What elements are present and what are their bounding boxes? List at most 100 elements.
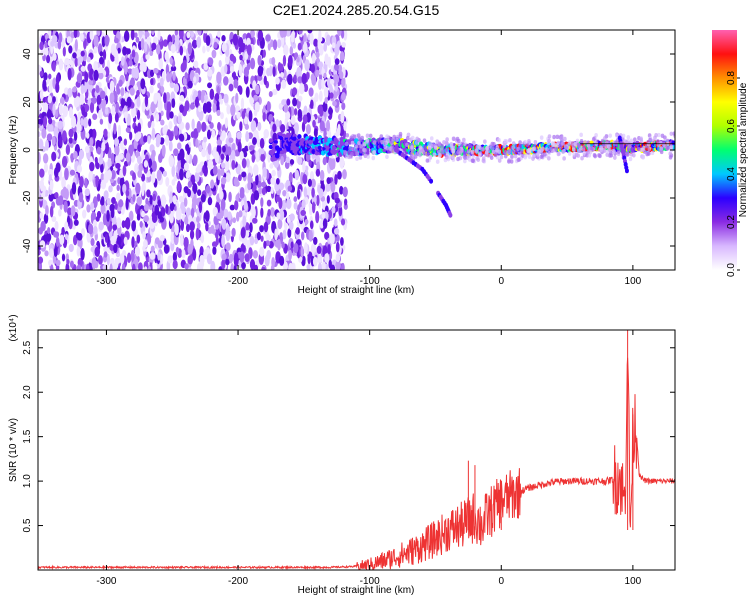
spectrogram-cell [510,154,514,159]
spectrogram-cell [119,253,125,265]
spectrogram-cell [626,146,631,152]
spectrogram-cell [297,156,303,165]
spectrogram-cell [230,104,236,117]
spectrogram-cell [179,104,184,113]
spectrogram-cell [120,87,125,97]
spectrogram-cell [624,152,629,157]
spectrogram-cell [221,130,227,139]
spectrogram-cell [51,215,57,222]
spectrogram-cell [137,170,143,178]
y-tick-label: 1.0 [22,474,33,488]
spectrogram-cell [293,242,299,254]
spectrogram-cell [112,48,119,58]
spectrogram-cell [74,57,79,68]
spectrogram-cell [428,154,433,160]
spectrogram-cell [547,156,551,161]
spectrogram-cell [317,254,323,264]
spectrogram-cell [138,30,143,39]
spectrogram-cell [216,212,222,220]
spectrogram-cell [85,263,90,270]
spectrogram-cell [58,195,64,206]
spectrogram-cell [485,146,489,151]
spectrogram-cell [665,146,670,151]
spectrogram-cell [332,100,337,107]
spectrogram-cell [331,42,336,49]
spectrogram-cell [38,138,44,150]
spectrogram-cell [340,218,346,226]
spectrogram-cell [239,121,243,132]
spectrogram-cell [497,158,502,163]
spectrogram-cell [428,145,432,151]
spectrogram-cell [220,176,227,185]
spectrogram-cell [42,79,47,91]
spectrogram-cell [131,263,136,270]
spectrogram-cell [243,150,248,158]
spectrogram-cell [315,168,321,177]
spectrogram-cell [550,141,555,146]
spectrogram-cell [234,180,240,187]
spectrogram-cell [122,164,127,177]
spectrogram-cell [621,133,626,139]
spectrogram-cell [62,105,68,118]
spectrogram-cell [313,38,319,47]
spectrogram-cell [241,158,247,169]
spectrogram-cell [65,262,70,270]
spectrogram-cell [90,238,95,247]
spectrogram-cell [329,233,335,245]
spectrogram-cell [197,30,202,36]
spectrogram-cell [240,243,246,254]
spectrogram-cell [202,45,206,54]
spectrogram-cell [172,251,178,262]
spectrogram-cell [47,227,51,235]
spectrogram-cell [275,178,280,185]
spectrogram-cell [288,249,293,261]
spectrogram-cell [555,134,560,140]
spectrogram-cell [157,100,163,112]
spectrogram-cell [172,195,177,205]
spectrogram-cell [350,140,355,146]
spectrogram-cell [128,60,133,67]
spectrogram-cell [358,155,363,160]
spectrogram-cell [335,241,340,253]
colorbar-gradient [712,30,737,270]
spectrogram-cell [192,248,197,261]
spectrogram-cell [499,154,504,160]
spectrogram-cell [444,148,449,153]
spectrogram-cell [193,191,197,204]
spectrogram-cell [68,106,73,119]
spectrogram-cell [140,78,146,90]
spectrogram-cell [580,156,584,161]
spectrogram-cell [591,136,596,142]
spectrogram-cell [311,75,317,86]
spectrogram-cell [296,56,300,63]
spectrogram-cell [151,149,156,158]
spectrogram-cell [98,109,103,119]
spectrogram-cell [471,140,476,146]
spectrogram-cell [318,61,324,69]
spectrogram-cell [236,111,241,120]
spectrogram-cell [222,145,226,153]
spectrogram-cell [51,135,56,147]
spectrogram-cell [73,30,78,39]
spectrogram-cell [241,110,246,120]
spectrogram-cell [325,34,331,46]
spectrogram-cell [225,172,231,183]
spectrogram-cell [108,185,113,193]
spectrogram-cell [316,245,322,254]
spectrogram-cell [38,256,44,264]
spectrogram-cell [186,31,191,39]
spectrogram-cell [166,101,172,113]
spectrogram-cell [84,71,89,83]
spectrogram-cell [48,82,53,94]
spectrogram-cell [134,132,140,142]
spectrogram-cell [559,135,564,141]
spectrogram-cell [45,205,49,216]
spectrogram-cell [91,257,97,270]
spectrogram-cell [360,135,364,141]
spectrogram-cell [451,136,456,141]
spectrogram-cell [293,196,298,203]
spectrogram-cell [211,129,216,138]
spectrogram-cell [159,234,165,242]
spectrogram-cell [55,259,61,267]
spectrogram-cell [304,59,310,72]
